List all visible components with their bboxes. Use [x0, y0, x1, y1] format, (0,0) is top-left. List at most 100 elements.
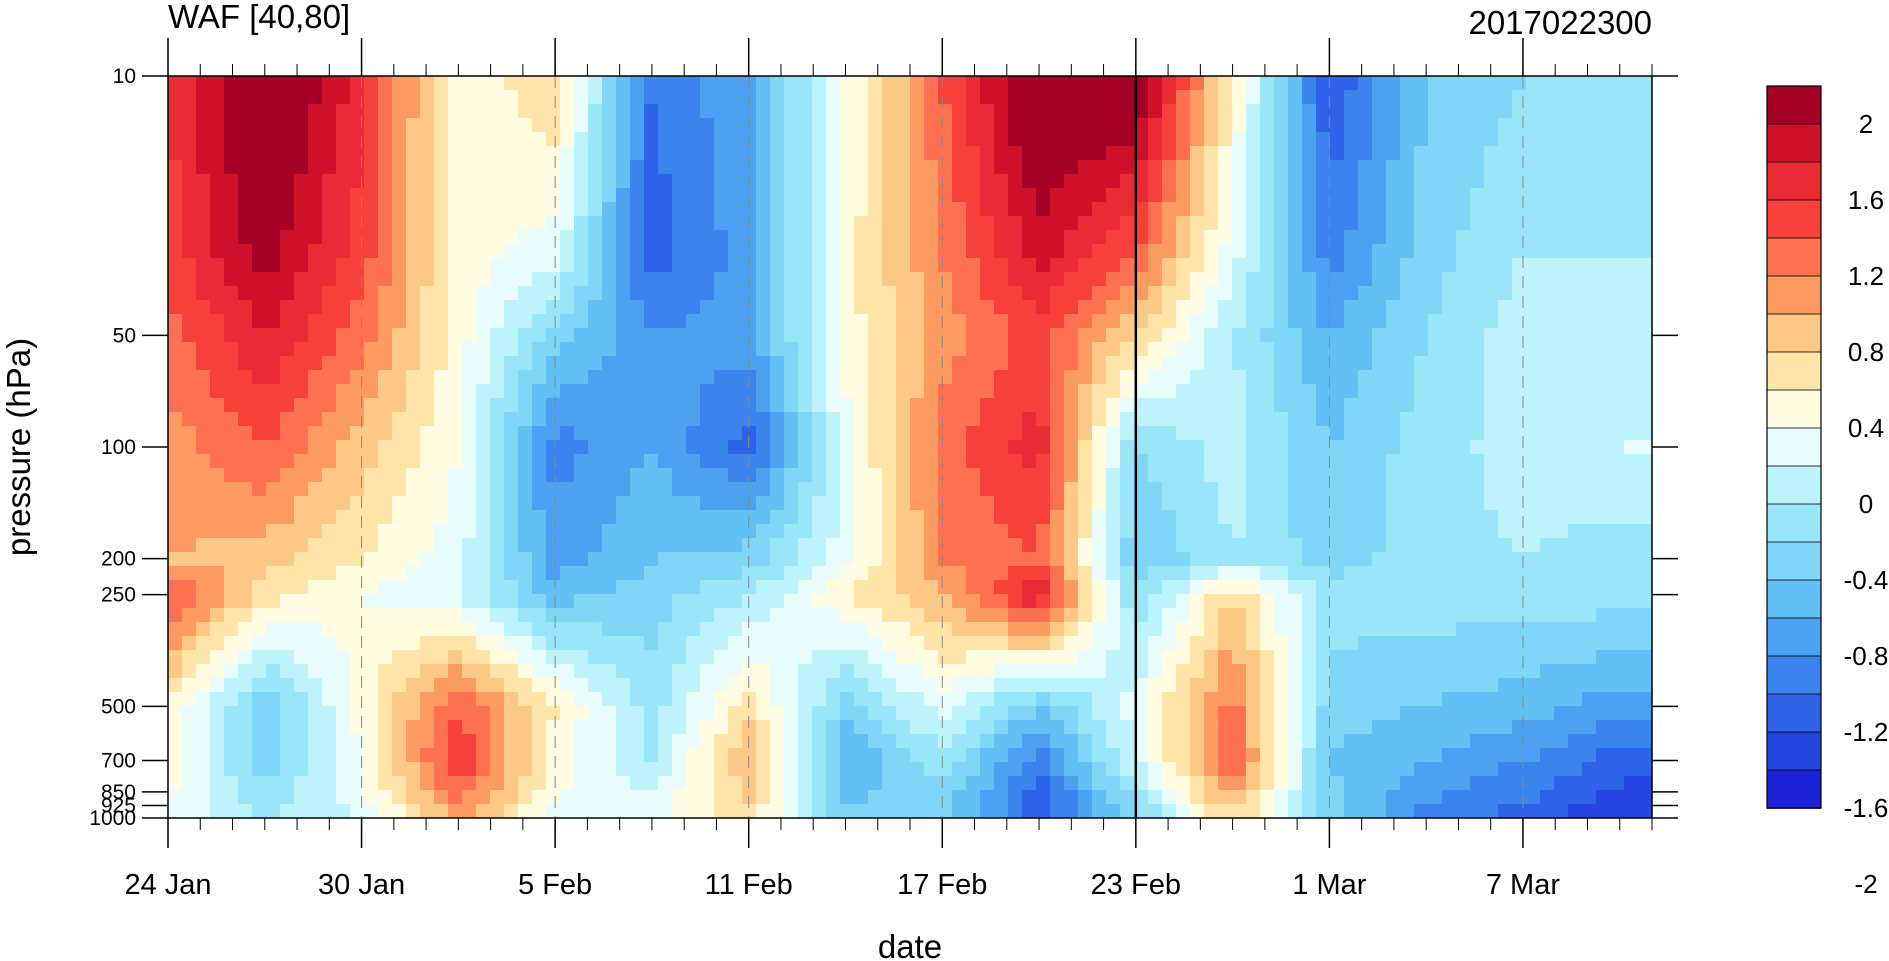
contour-cell	[1596, 552, 1611, 567]
contour-cell	[966, 468, 981, 483]
contour-cell	[448, 370, 463, 385]
contour-cell	[1022, 468, 1037, 483]
contour-cell	[826, 216, 841, 231]
contour-cell	[1260, 272, 1275, 287]
contour-cell	[742, 426, 757, 441]
contour-cell	[280, 384, 295, 399]
contour-cell	[1568, 496, 1583, 511]
contour-cell	[1190, 622, 1205, 637]
contour-cell	[1568, 720, 1583, 735]
contour-cell	[1442, 90, 1457, 105]
contour-cell	[1176, 384, 1191, 399]
contour-cell	[1414, 482, 1429, 497]
contour-cell	[994, 678, 1009, 693]
contour-cell	[1624, 230, 1639, 245]
contour-cell	[1092, 384, 1107, 399]
contour-cell	[252, 734, 267, 749]
contour-cell	[1120, 650, 1135, 665]
contour-cell	[1036, 440, 1051, 455]
contour-cell	[1414, 398, 1429, 413]
contour-cell	[644, 160, 659, 175]
contour-cell	[1218, 286, 1233, 301]
contour-cell	[798, 622, 813, 637]
contour-cell	[910, 510, 925, 525]
contour-cell	[1120, 524, 1135, 539]
contour-cell	[476, 272, 491, 287]
contour-cell	[854, 188, 869, 203]
contour-cell	[588, 160, 603, 175]
contour-cell	[1176, 90, 1191, 105]
contour-cell	[1120, 538, 1135, 553]
contour-cell	[784, 328, 799, 343]
contour-cell	[1540, 706, 1555, 721]
contour-cell	[1470, 286, 1485, 301]
contour-cell	[364, 300, 379, 315]
contour-cell	[1316, 342, 1331, 357]
contour-cell	[1624, 524, 1639, 539]
contour-cell	[770, 160, 785, 175]
contour-cell	[322, 482, 337, 497]
contour-cell	[1316, 622, 1331, 637]
contour-cell	[644, 538, 659, 553]
contour-cell	[1498, 636, 1513, 651]
contour-cell	[980, 174, 995, 189]
contour-cell	[1036, 370, 1051, 385]
contour-cell	[238, 454, 253, 469]
contour-cell	[910, 258, 925, 273]
contour-cell	[518, 412, 533, 427]
contour-cell	[476, 132, 491, 147]
contour-cell	[280, 580, 295, 595]
contour-cell	[532, 440, 547, 455]
contour-cell	[1190, 412, 1205, 427]
contour-cell	[518, 720, 533, 735]
contour-cell	[1624, 258, 1639, 273]
contour-cell	[546, 132, 561, 147]
contour-cell	[868, 314, 883, 329]
contour-cell	[532, 244, 547, 259]
contour-cell	[1274, 174, 1289, 189]
contour-cell	[1498, 216, 1513, 231]
contour-cell	[378, 370, 393, 385]
contour-cell	[952, 650, 967, 665]
contour-cell	[1288, 678, 1303, 693]
contour-cell	[406, 188, 421, 203]
contour-cell	[630, 258, 645, 273]
contour-cell	[1260, 216, 1275, 231]
contour-cell	[588, 636, 603, 651]
contour-cell	[1400, 272, 1415, 287]
contour-cell	[294, 202, 309, 217]
contour-cell	[1568, 258, 1583, 273]
contour-cell	[378, 76, 393, 91]
contour-cell	[658, 552, 673, 567]
contour-cell	[448, 230, 463, 245]
contour-cell	[630, 174, 645, 189]
contour-cell	[1568, 482, 1583, 497]
contour-cell	[350, 230, 365, 245]
contour-cell	[504, 510, 519, 525]
contour-cell	[210, 384, 225, 399]
contour-cell	[336, 76, 351, 91]
contour-cell	[980, 244, 995, 259]
contour-cell	[448, 244, 463, 259]
contour-cell	[1512, 146, 1527, 161]
contour-cell	[406, 160, 421, 175]
contour-cell	[1554, 90, 1569, 105]
contour-cell	[1008, 678, 1023, 693]
contour-cell	[1316, 412, 1331, 427]
contour-cell	[1456, 272, 1471, 287]
contour-cell	[1092, 90, 1107, 105]
contour-cell	[1484, 342, 1499, 357]
contour-cell	[1554, 650, 1569, 665]
contour-cell	[588, 244, 603, 259]
contour-cell	[1008, 300, 1023, 315]
contour-cell	[714, 146, 729, 161]
contour-cell	[1232, 258, 1247, 273]
contour-cell	[1638, 244, 1652, 259]
contour-cell	[1008, 132, 1023, 147]
contour-cell	[700, 230, 715, 245]
contour-cell	[966, 342, 981, 357]
contour-cell	[490, 608, 505, 623]
contour-cell	[714, 118, 729, 133]
contour-cell	[672, 412, 687, 427]
contour-cell	[1358, 146, 1373, 161]
